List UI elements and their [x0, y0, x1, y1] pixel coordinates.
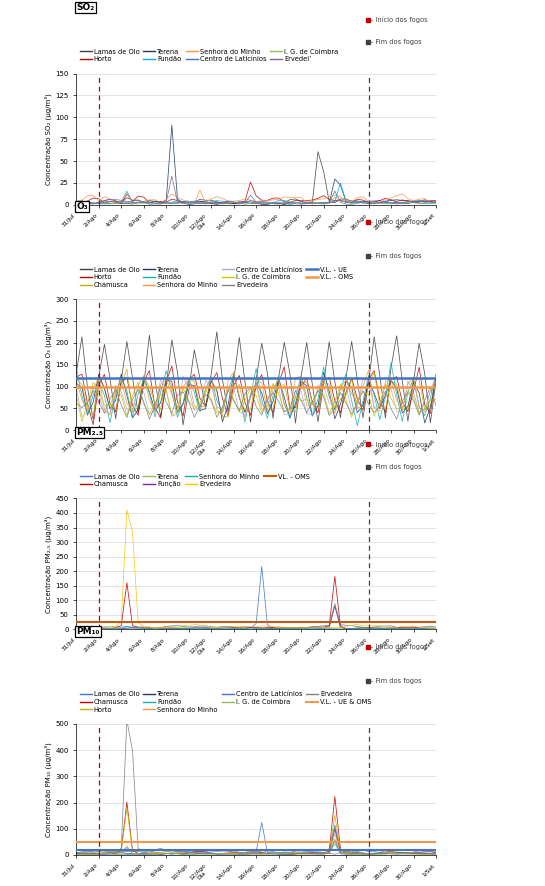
Y-axis label: Concentração O₃ (μg/m³): Concentração O₃ (μg/m³) [45, 321, 52, 408]
Text: - Fim dos fogos: - Fim dos fogos [371, 253, 422, 259]
Y-axis label: Concentração SO₂ (μg/m³): Concentração SO₂ (μg/m³) [45, 93, 52, 185]
Legend: Lamas de Olo, Chamusca, Horto, Terena, Fundão, Senhora do Minho, Centro de Latic: Lamas de Olo, Chamusca, Horto, Terena, F… [80, 691, 372, 712]
Legend: Lamas de Olo, Horto, Chamusca, Terena, Fundão, Senhora do Minho, Centro de Latic: Lamas de Olo, Horto, Chamusca, Terena, F… [80, 267, 354, 288]
Text: - Fim dos fogos: - Fim dos fogos [371, 464, 422, 470]
Legend: Lamas de Olo, Chamusca, Terena, Função, Senhora do Minho, Ervedeira, VL. - OMS: Lamas de Olo, Chamusca, Terena, Função, … [80, 473, 310, 487]
Text: - Início dos fogos: - Início dos fogos [371, 441, 428, 447]
Text: - Fim dos fogos: - Fim dos fogos [371, 678, 422, 684]
Text: - Início dos fogos: - Início dos fogos [371, 219, 428, 225]
Text: - Início dos fogos: - Início dos fogos [371, 16, 428, 23]
Text: - Fim dos fogos: - Fim dos fogos [371, 39, 422, 45]
Text: PM₁₀: PM₁₀ [76, 626, 100, 636]
Legend: Lamas de Olo, Horto, Terena, Fundão, Senhora do Minho, Centro de Laticínios, I. : Lamas de Olo, Horto, Terena, Fundão, Sen… [80, 49, 338, 62]
Text: PM₂.₅: PM₂.₅ [76, 428, 104, 437]
Y-axis label: Concentração PM₁₀ (μg/m³): Concentração PM₁₀ (μg/m³) [45, 742, 52, 836]
Text: - Início dos fogos: - Início dos fogos [371, 643, 428, 650]
Text: SO₂: SO₂ [76, 4, 94, 12]
Text: O₃: O₃ [76, 202, 88, 211]
Y-axis label: Concentração PM₂.₅ (μg/m³): Concentração PM₂.₅ (μg/m³) [45, 516, 52, 612]
